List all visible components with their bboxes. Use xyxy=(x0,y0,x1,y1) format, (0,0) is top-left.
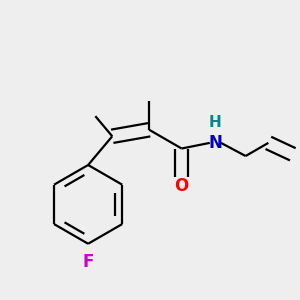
Text: F: F xyxy=(82,253,94,271)
Text: O: O xyxy=(175,177,189,195)
Text: N: N xyxy=(208,134,222,152)
Text: H: H xyxy=(209,115,222,130)
